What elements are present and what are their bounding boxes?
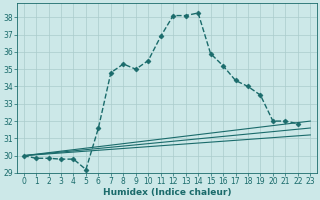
X-axis label: Humidex (Indice chaleur): Humidex (Indice chaleur): [103, 188, 231, 197]
